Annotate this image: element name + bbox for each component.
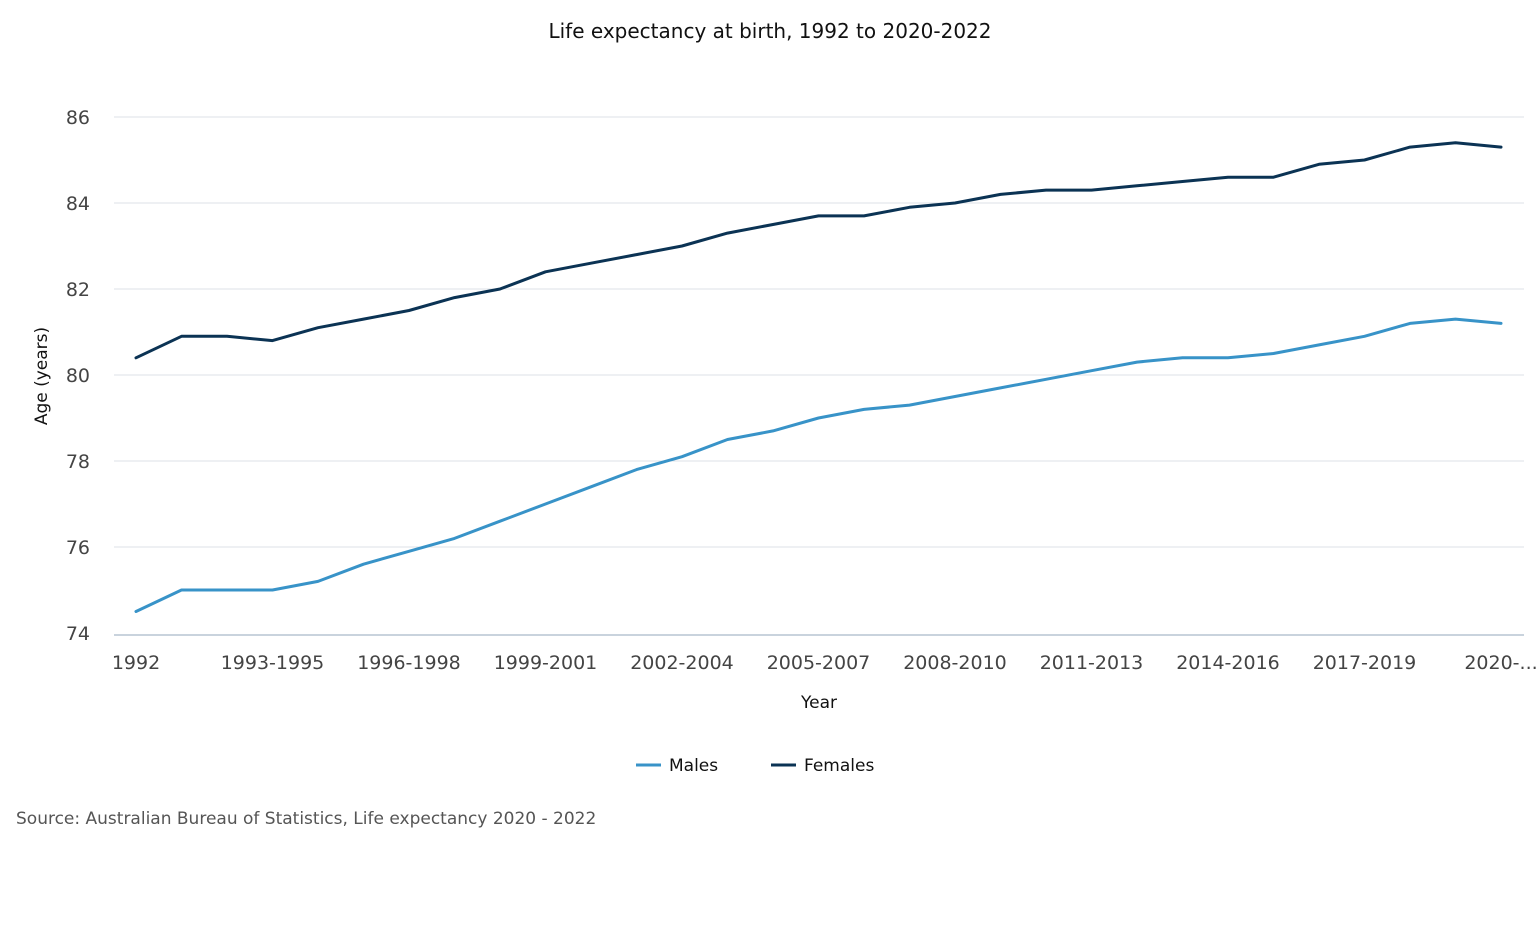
source-note: Source: Australian Bureau of Statistics,… bbox=[16, 809, 597, 829]
legend-label-females: Females bbox=[804, 756, 874, 776]
series-lines bbox=[134, 141, 1503, 613]
series-line-females bbox=[134, 141, 1503, 360]
x-axis-ticks: 1992 1993-1995 1996-1998 1999-2001 2002-2004… bbox=[112, 652, 1538, 674]
series-line-males bbox=[134, 317, 1503, 613]
x-axis-label: Year bbox=[800, 693, 837, 713]
legend: Males Females bbox=[636, 756, 874, 776]
x-tick-label: 2011-2013 bbox=[1040, 652, 1144, 674]
y-axis-label: Age (years) bbox=[32, 327, 52, 425]
x-tick-label: 2002-2004 bbox=[630, 652, 734, 674]
y-tick-label: 80 bbox=[66, 365, 90, 387]
x-tick-label: 1996-1998 bbox=[357, 652, 461, 674]
y-tick-label: 76 bbox=[66, 537, 90, 559]
chart-title: Life expectancy at birth, 1992 to 2020-2… bbox=[548, 19, 991, 43]
y-tick-label: 86 bbox=[66, 107, 90, 129]
x-tick-label: 1992 bbox=[112, 652, 160, 674]
y-tick-label: 78 bbox=[66, 451, 90, 473]
x-tick-label: 2008-2010 bbox=[903, 652, 1007, 674]
x-tick-label: 2005-2007 bbox=[767, 652, 871, 674]
x-tick-label: 2017-2019 bbox=[1313, 652, 1417, 674]
x-tick-label: 2014-2016 bbox=[1176, 652, 1280, 674]
gridlines bbox=[114, 116, 1524, 548]
x-tick-label: 1999-2001 bbox=[494, 652, 598, 674]
y-tick-label: 74 bbox=[66, 623, 90, 645]
y-axis-ticks: 74 76 78 80 82 84 86 bbox=[66, 107, 90, 645]
x-tick-label: 1993-1995 bbox=[221, 652, 325, 674]
legend-label-males: Males bbox=[669, 756, 718, 776]
y-tick-label: 84 bbox=[66, 193, 90, 215]
y-tick-label: 82 bbox=[66, 279, 90, 301]
x-tick-label: 2020-... bbox=[1464, 652, 1537, 674]
